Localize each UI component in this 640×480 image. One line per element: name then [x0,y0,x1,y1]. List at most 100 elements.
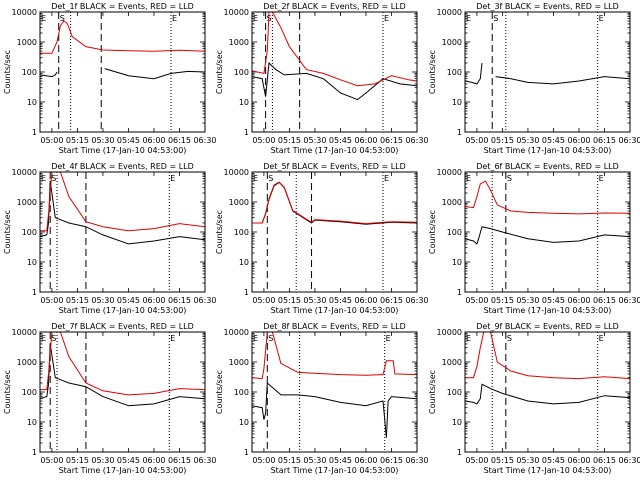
chart-panel: Det_7f BLACK = Events, RED = LLD Counts/s… [3,322,217,475]
y-tick-label: 10000 [224,8,249,17]
x-tick-label: 06:15 [593,136,616,145]
x-axis-label: Start Time (17-Jan-10 04:53:00) [59,146,187,155]
marker-letter: E [599,14,604,23]
y-tick-label: 1 [32,448,37,457]
y-tick-label: 1 [244,288,249,297]
x-tick-label: 05:00 [465,296,488,305]
events-series-line [465,383,630,405]
panel-title: Det_1f BLACK = Events, RED = LLD [51,2,194,11]
x-axis-label: Start Time (17-Jan-10 04:53:00) [271,466,399,475]
y-tick-label: 100 [234,68,249,77]
y-tick-label: 1000 [442,38,462,47]
events-series-line [40,343,205,407]
y-tick-label: 10000 [437,8,462,17]
x-tick-label: 05:00 [252,296,275,305]
marker-letter: E [466,14,471,23]
plot-frame [39,171,206,293]
x-tick-label: 05:45 [329,456,352,465]
x-tick-label: 05:15 [491,296,514,305]
y-tick-label: 10 [452,98,462,107]
x-tick-label: 05:30 [516,456,539,465]
x-tick-label: 05:00 [252,136,275,145]
x-tick-label: 06:30 [405,296,428,305]
x-tick-label: 05:00 [40,296,63,305]
x-tick-label: 05:15 [278,136,301,145]
marker-letter: E [466,174,471,183]
x-tick-label: 05:15 [491,456,514,465]
chart-panel: Det_1f BLACK = Events, RED = LLD Counts/s… [3,2,217,155]
x-tick-label: 05:15 [66,296,89,305]
x-tick-label: 06:00 [142,456,165,465]
x-tick-label: 05:00 [40,136,63,145]
lld-series-line [465,332,630,380]
x-axis-label: Start Time (17-Jan-10 04:53:00) [484,146,612,155]
chart-panel: Det_5f BLACK = Events, RED = LLD Counts/s… [215,162,429,315]
y-axis-label: Counts/sec [3,210,12,254]
chart-panel: Det_8f BLACK = Events, RED = LLD Counts/s… [215,322,429,475]
y-axis-label: Counts/sec [215,370,224,414]
y-tick-label: 10 [27,258,37,267]
x-tick-label: 05:30 [91,296,114,305]
panel-title: Det_9f BLACK = Events, RED = LLD [476,322,619,331]
lld-series-line [252,12,417,87]
marker-letter: S [51,174,56,183]
x-tick-label: 06:00 [354,456,377,465]
y-tick-label: 10000 [224,328,249,337]
y-tick-label: 1 [244,128,249,137]
x-tick-label: 06:30 [193,296,216,305]
panel-title: Det_8f BLACK = Events, RED = LLD [263,322,406,331]
x-tick-label: 05:00 [252,456,275,465]
x-tick-label: 05:30 [91,136,114,145]
x-tick-label: 06:15 [380,136,403,145]
x-tick-label: 05:00 [40,456,63,465]
x-tick-label: 06:00 [567,136,590,145]
x-tick-label: 05:15 [491,136,514,145]
x-tick-label: 06:15 [168,456,191,465]
panel-title: Det_6f BLACK = Events, RED = LLD [476,162,619,171]
events-series-line [40,68,205,80]
x-tick-label: 06:30 [618,296,640,305]
y-axis-label: Counts/sec [428,210,437,254]
x-axis-label: Start Time (17-Jan-10 04:53:00) [484,306,612,315]
events-series-line [40,180,205,245]
lld-series-line [252,332,417,380]
marker-letter: S [507,174,512,183]
x-axis-label: Start Time (17-Jan-10 04:53:00) [484,466,612,475]
x-tick-label: 06:15 [380,296,403,305]
y-tick-label: 100 [22,68,37,77]
y-tick-label: 100 [22,388,37,397]
x-tick-label: 06:00 [142,136,165,145]
marker-letter: S [60,14,65,23]
marker-letter: E [384,174,389,183]
events-series-line [252,61,417,101]
x-tick-label: 06:30 [193,136,216,145]
x-axis-label: Start Time (17-Jan-10 04:53:00) [59,466,187,475]
y-axis-label: Counts/sec [428,50,437,94]
y-tick-label: 1000 [229,38,249,47]
x-tick-label: 06:00 [567,456,590,465]
y-tick-label: 1000 [17,358,37,367]
panel-title: Det_3f BLACK = Events, RED = LLD [476,2,619,11]
y-axis-label: Counts/sec [3,370,12,414]
plot-frame [39,331,206,453]
y-axis-label: Counts/sec [215,210,224,254]
y-tick-label: 1000 [17,38,37,47]
x-tick-label: 06:15 [168,136,191,145]
y-tick-label: 10000 [12,328,37,337]
x-tick-label: 06:30 [405,136,428,145]
plot-frame [464,331,631,453]
marker-letter: E [253,174,258,183]
events-series-line [252,181,417,225]
y-tick-label: 10 [27,418,37,427]
marker-letter: E [466,334,471,343]
marker-letter: E [599,174,604,183]
y-tick-label: 1 [457,288,462,297]
y-tick-label: 1000 [229,198,249,207]
x-tick-label: 05:15 [278,456,301,465]
marker-letter: S [51,334,56,343]
marker-letter: E [172,14,177,23]
x-tick-label: 06:00 [142,296,165,305]
y-tick-label: 10000 [224,168,249,177]
y-tick-label: 1000 [442,358,462,367]
